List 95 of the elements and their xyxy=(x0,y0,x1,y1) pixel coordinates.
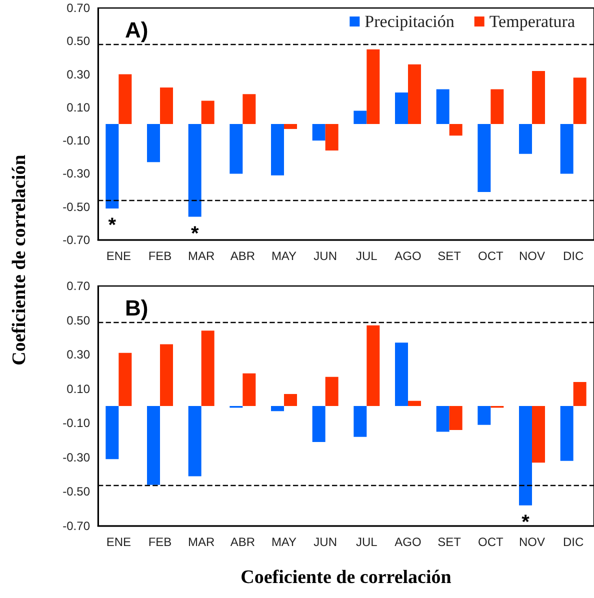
y-tick-label: 0.50 xyxy=(66,313,90,328)
bar xyxy=(284,124,297,129)
bar xyxy=(242,94,256,124)
bar xyxy=(188,406,202,476)
bar xyxy=(271,406,284,412)
bar xyxy=(449,124,462,136)
y-tick-label: -0.70 xyxy=(62,233,90,247)
bar xyxy=(230,124,243,174)
bar xyxy=(532,70,545,124)
bar xyxy=(395,92,408,124)
x-tick-label: FEB xyxy=(148,535,172,549)
y-tick-label: -0.50 xyxy=(62,200,90,214)
x-tick-label: MAY xyxy=(271,249,297,263)
bar xyxy=(312,406,326,442)
x-tick-label: MAR xyxy=(188,535,215,549)
bar xyxy=(325,376,338,406)
legend-label: Precipitación xyxy=(364,12,455,31)
bar xyxy=(366,325,380,406)
x-tick-label: OCT xyxy=(478,535,504,549)
x-tick-label: JUL xyxy=(356,535,378,549)
bar xyxy=(312,124,326,141)
bar xyxy=(519,124,532,154)
bar xyxy=(490,89,504,124)
x-tick-label: ENE xyxy=(106,249,132,263)
y-tick-label: 0.10 xyxy=(66,100,90,114)
bar xyxy=(188,124,202,217)
x-tick-label: AGO xyxy=(394,249,422,263)
x-tick-label: DIC xyxy=(562,535,584,549)
x-axis-title: Coeficiente de correlación xyxy=(240,567,452,588)
bar xyxy=(366,49,380,124)
x-tick-label: SET xyxy=(438,249,462,263)
bar xyxy=(436,406,450,432)
bar xyxy=(573,382,586,406)
x-tick-label: SET xyxy=(438,535,462,549)
chart-title: B) xyxy=(125,296,148,320)
bar xyxy=(118,352,132,406)
bar xyxy=(354,406,367,437)
y-tick-label: -0.10 xyxy=(62,416,90,430)
bar xyxy=(354,110,367,124)
x-tick-label: JUN xyxy=(314,535,338,549)
annotation: * xyxy=(190,222,199,245)
bar xyxy=(106,406,119,460)
x-tick-label: ABR xyxy=(230,249,256,263)
annotation: * xyxy=(108,214,116,237)
bar xyxy=(106,124,119,209)
y-tick-label: -0.10 xyxy=(62,134,90,148)
bar xyxy=(449,406,462,430)
bar xyxy=(147,124,160,162)
bar xyxy=(395,342,408,406)
bar xyxy=(201,330,214,406)
bar xyxy=(242,373,256,406)
legend-label: Temperatura xyxy=(489,12,576,31)
x-tick-label: NOV xyxy=(518,535,546,549)
bar xyxy=(560,406,574,461)
y-tick-label: 0.10 xyxy=(66,382,90,396)
bar xyxy=(160,344,173,406)
y-tick-label: 0.70 xyxy=(66,279,90,293)
bar xyxy=(519,406,532,506)
bar xyxy=(147,406,160,485)
chart-title: A) xyxy=(125,18,148,42)
bar xyxy=(160,88,173,124)
bar xyxy=(201,100,214,124)
y-axis-title: Coeficiente de correlación xyxy=(9,154,31,366)
y-tick-label: 0.30 xyxy=(66,348,90,362)
annotation: * xyxy=(522,511,530,534)
x-tick-label: AGO xyxy=(394,535,422,549)
x-tick-label: ABR xyxy=(230,535,256,549)
y-tick-label: -0.50 xyxy=(62,484,90,499)
bar xyxy=(284,394,297,406)
bar xyxy=(408,400,421,406)
x-tick-label: MAR xyxy=(188,249,215,263)
bar xyxy=(560,124,574,174)
bar xyxy=(478,406,491,425)
y-tick-label: 0.50 xyxy=(66,34,90,48)
x-tick-label: DIC xyxy=(562,249,584,263)
bar xyxy=(325,124,338,151)
x-tick-label: MAY xyxy=(271,535,297,549)
bar xyxy=(118,74,132,124)
bar xyxy=(532,406,545,463)
bar xyxy=(478,124,491,192)
bar xyxy=(436,89,450,124)
y-tick-label: 0.70 xyxy=(66,1,90,15)
x-tick-label: NOV xyxy=(518,249,546,263)
y-tick-label: 0.30 xyxy=(66,67,90,82)
x-tick-label: JUL xyxy=(356,249,378,263)
y-tick-label: -0.30 xyxy=(62,450,90,464)
x-tick-label: OCT xyxy=(478,249,504,263)
y-tick-label: -0.30 xyxy=(62,166,90,181)
x-tick-label: FEB xyxy=(148,249,172,263)
bar xyxy=(271,124,284,176)
bar xyxy=(408,64,421,124)
y-tick-label: -0.70 xyxy=(62,519,90,533)
x-tick-label: ENE xyxy=(106,535,132,549)
bar xyxy=(573,78,586,124)
x-tick-label: JUN xyxy=(314,249,338,263)
